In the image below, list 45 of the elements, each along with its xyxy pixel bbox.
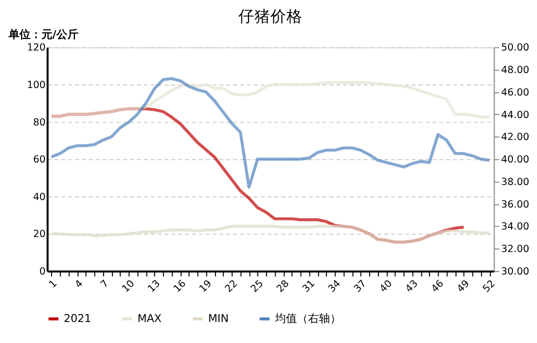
y2-tick-label: 32.00 [501,244,530,256]
y-tick-label: 0 [39,266,46,278]
x-tick-label: 16 [172,278,188,295]
line-series [50,81,491,119]
line-series [50,224,491,244]
y-tick-label: 100 [26,80,46,91]
y2-tick-label: 44.00 [501,110,530,121]
y2-tick-label: 42.00 [501,132,530,144]
legend-label: MIN [208,312,229,325]
x-tick-label: 13 [146,278,163,295]
x-tick-label: 7 [98,278,112,290]
legend-label: MAX [137,312,162,325]
y2-tick-label: 40.00 [501,154,530,166]
y-tick-label: 20 [33,229,46,240]
legend-label: 2021 [64,312,92,325]
y2-tick-label: 38.00 [501,176,530,188]
x-tick-label: 25 [249,278,266,295]
x-tick-label: 19 [198,278,214,295]
x-tick-label: 1 [47,278,60,290]
y-tick-label: 40 [33,192,46,203]
y-axis-title: 单位：元/公斤 [7,28,78,41]
x-tick-label: 10 [120,278,137,295]
x-tick-label: 4 [73,278,86,290]
x-tick-label: 28 [274,278,292,295]
chart-title: 仔猪价格 [238,6,302,26]
x-tick-label: 46 [430,278,446,295]
x-tick-label: 22 [223,278,240,295]
y2-tick-label: 34.00 [501,222,530,233]
legend-label: 均值（右轴） [274,312,341,325]
y-tick-label: 60 [33,154,46,166]
x-tick-label: 34 [326,278,344,295]
y2-tick-label: 30.00 [501,266,530,278]
y2-tick-label: 36.00 [501,199,530,210]
x-tick-label: 40 [378,278,395,295]
y-tick-label: 120 [26,42,46,54]
y2-tick-label: 48.00 [501,65,530,76]
y2-tick-label: 46.00 [501,87,530,98]
x-tick-label: 52 [481,278,498,295]
x-tick-label: 43 [404,278,420,295]
y2-tick-label: 50.00 [501,42,530,54]
x-tick-label: 37 [352,278,369,295]
y-tick-label: 80 [33,117,46,128]
x-tick-label: 31 [300,278,318,295]
x-tick-label: 49 [455,278,472,295]
line-series [50,77,491,189]
